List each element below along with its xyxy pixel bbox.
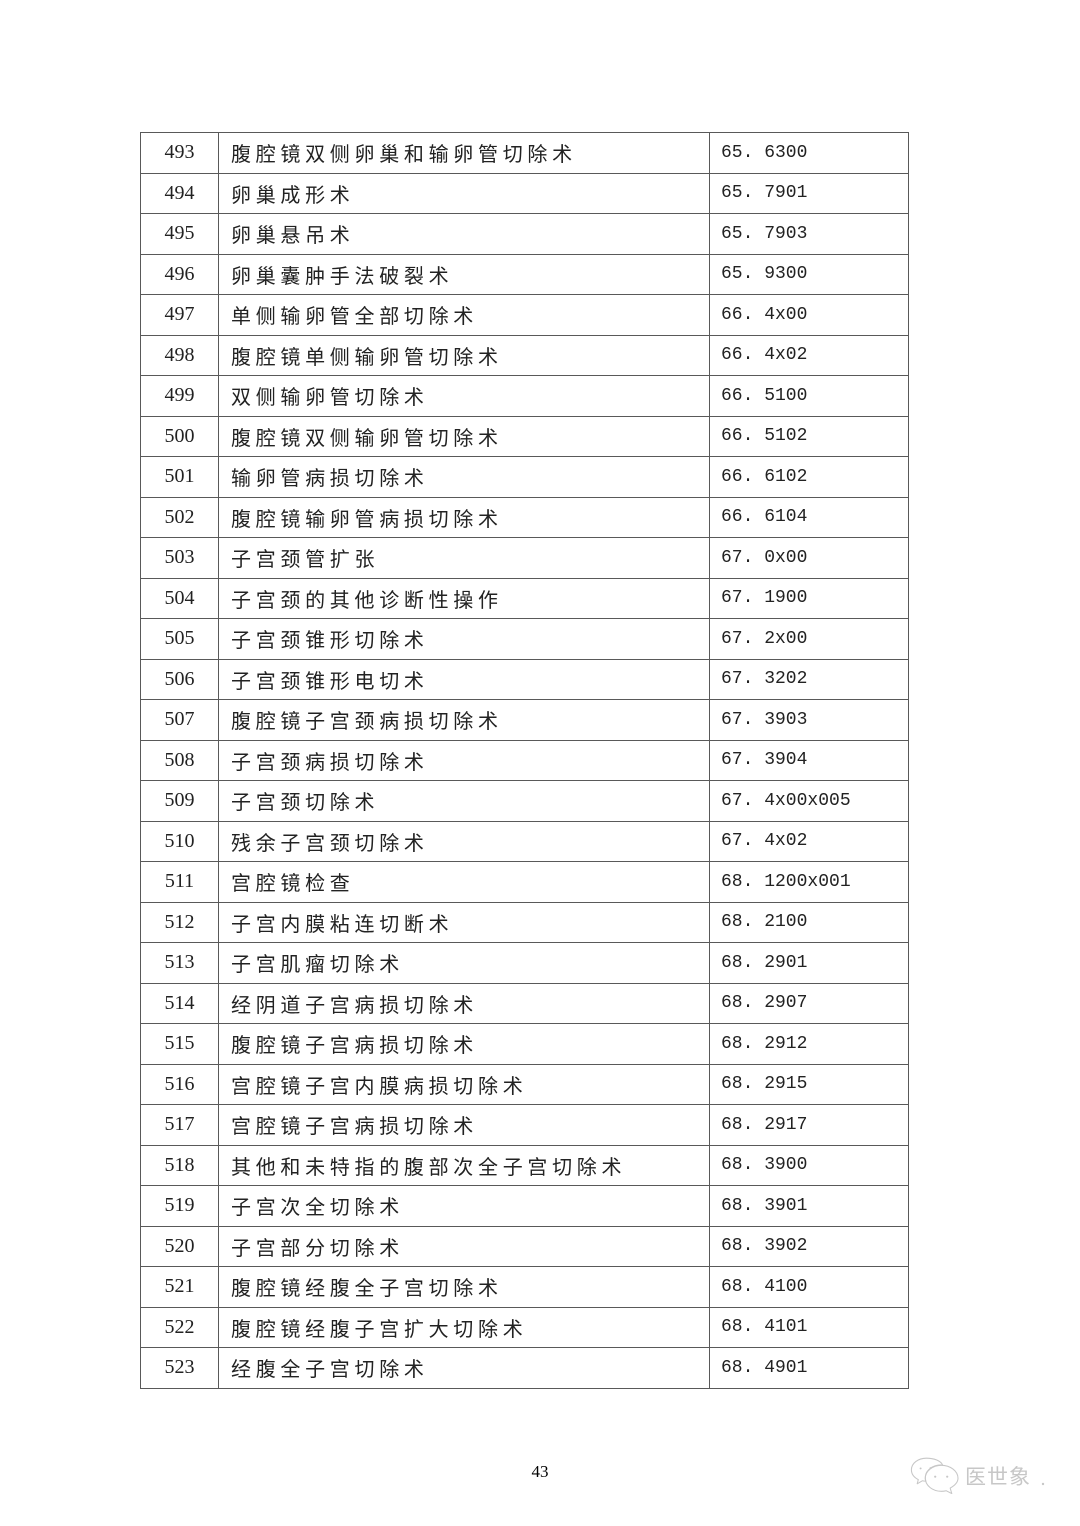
svg-text:医世象: 医世象 <box>965 1466 1031 1489</box>
